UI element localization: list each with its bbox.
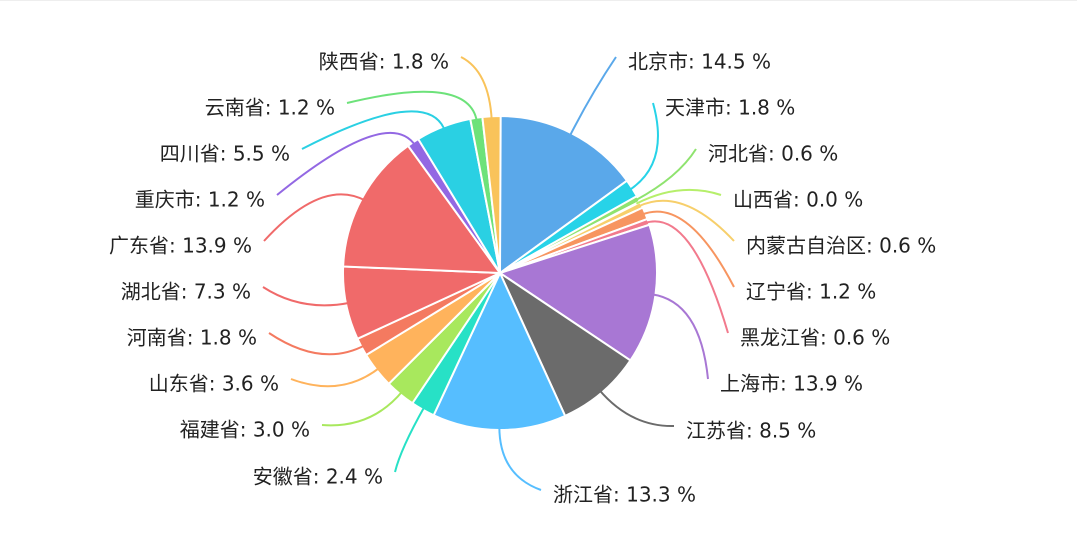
leader-line-jiangsu: [598, 388, 675, 428]
leader-lines: [262, 56, 735, 491]
slice-label-hebei: 河北省: 0.6 %: [708, 142, 838, 166]
slice-label-yunnan: 云南省: 1.2 %: [205, 96, 335, 120]
slice-label-henan: 河南省: 1.8 %: [127, 326, 257, 350]
leader-line-neimenggu: [637, 199, 735, 242]
leader-line-hubei: [262, 286, 351, 307]
leader-line-chongqing: [276, 131, 417, 196]
leader-line-heilongjiang: [644, 220, 729, 334]
leader-line-shaanxi: [460, 56, 493, 121]
slice-label-sichuan: 四川省: 5.5 %: [160, 142, 290, 166]
slice-label-liaoning: 辽宁省: 1.2 %: [746, 280, 876, 304]
slice-label-shanxi: 山西省: 0.0 %: [733, 188, 863, 212]
slice-labels: 北京市: 14.5 % 天津市: 1.8 % 河北省: 0.6 % 山西省: 0.0 …: [109, 50, 936, 507]
leader-line-shandong: [290, 366, 381, 388]
leader-line-liaoning: [641, 210, 735, 288]
slice-label-jiangsu: 江苏省: 8.5 %: [686, 419, 816, 443]
slice-label-chongqing: 重庆市: 1.2 %: [135, 188, 265, 212]
leader-line-sichuan: [301, 110, 446, 150]
slice-label-hubei: 湖北省: 7.3 %: [121, 280, 251, 304]
leader-line-tianjin: [628, 102, 659, 192]
leader-line-fujian: [321, 390, 404, 427]
slice-label-tianjin: 天津市: 1.8 %: [665, 96, 795, 120]
leader-line-henan: [268, 332, 366, 356]
leader-line-shanghai: [651, 293, 709, 380]
slice-label-neimenggu: 内蒙古自治区: 0.6 %: [746, 234, 936, 258]
leader-line-shanxi: [635, 188, 722, 205]
top-border: [0, 0, 1077, 1]
slice-label-shanghai: 上海市: 13.9 %: [720, 372, 863, 396]
leader-line-beijing: [568, 56, 617, 138]
pie-slices: [342, 114, 658, 431]
slice-label-guangdong: 广东省: 13.9 %: [109, 234, 252, 258]
slice-label-zhejiang: 浙江省: 13.3 %: [553, 483, 696, 507]
leader-line-yunnan: [346, 90, 478, 122]
slice-label-fujian: 福建省: 3.0 %: [180, 418, 310, 442]
slice-label-beijing: 北京市: 14.5 %: [628, 50, 771, 74]
leader-line-anhui: [394, 405, 426, 473]
leader-line-guangdong: [263, 193, 366, 242]
leader-line-zhejiang: [498, 425, 542, 491]
slice-label-heilongjiang: 黑龙江省: 0.6 %: [740, 326, 890, 350]
slice-label-anhui: 安徽省: 2.4 %: [253, 465, 383, 489]
slice-label-shandong: 山东省: 3.6 %: [149, 372, 279, 396]
slice-label-shaanxi: 陕西省: 1.8 %: [319, 50, 449, 74]
leader-line-hebei: [634, 148, 697, 202]
